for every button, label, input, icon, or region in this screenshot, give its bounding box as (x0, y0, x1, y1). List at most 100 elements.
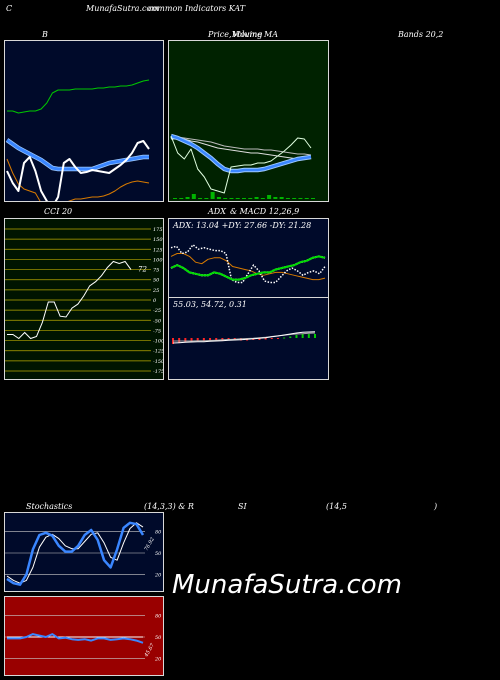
macd-title: & MACD 12,26,9 (230, 207, 300, 216)
stoch-tick-label: 20 (154, 573, 162, 579)
rsi-tick-label: 20 (154, 657, 162, 663)
price-panel (168, 40, 329, 202)
cci-tick-label: -125 (153, 349, 163, 355)
volume-bar (223, 198, 228, 199)
stoch-tick-label: 50 (155, 551, 162, 557)
volume-bar (285, 198, 290, 199)
volume-bar (292, 198, 297, 199)
volume-bar (210, 192, 215, 199)
stochastics-panel: 80 50 20 76.92 (4, 512, 164, 592)
macd-histogram-bar (289, 336, 292, 338)
price-title: Price, (208, 30, 232, 39)
cci-tick-label: 100 (153, 257, 163, 263)
adx-title: ADX (208, 207, 226, 216)
cci-tick-label: 175 (153, 227, 163, 233)
macd-histogram-bar (190, 338, 193, 341)
cci-title: CCI 20 (44, 207, 73, 216)
stoch-title-mid: (14,3,3) & R (144, 502, 194, 511)
volume-bar (304, 198, 309, 199)
volume-bar (273, 197, 278, 199)
adx-chart (170, 244, 326, 284)
cci-panel: 175 150 125 100 75 50 25 0 -25 -50 -75 -100 -125 -150… (4, 218, 164, 380)
watermark: MunafaSutra.com (172, 570, 403, 600)
stoch-tick-label: 80 (155, 529, 162, 535)
macd-histogram-bar (264, 338, 267, 340)
volume-bar (185, 197, 190, 199)
volume-bar (279, 197, 284, 199)
price-title-ma: MA (264, 30, 278, 39)
volume-bar (254, 197, 259, 199)
cci-last-value-label: 72 (138, 266, 147, 274)
cci-tick-label: -25 (153, 308, 161, 314)
volume-bar (216, 197, 221, 199)
volume-bar (173, 198, 177, 199)
volume-bar (242, 198, 246, 199)
header-subtitle: common Indicators KAT (148, 4, 246, 13)
cci-tick-label: -50 (153, 318, 162, 324)
cci-line (7, 260, 132, 340)
rsi-title-end: ) (434, 502, 438, 511)
rsi-line (7, 633, 144, 644)
volume-bar (267, 195, 272, 199)
macd-histogram-bar (184, 338, 187, 342)
stochastics-chart: 80 50 20 76.92 (5, 521, 162, 586)
bb-upper-band-line (7, 79, 150, 114)
macd-histogram-bar (258, 338, 261, 340)
stoch-value-label: 76.92 (144, 537, 156, 552)
rsi-tick-label: 50 (155, 635, 162, 641)
price-ma-chart (170, 133, 315, 199)
header-c-label: C (6, 4, 13, 13)
bb-title: B (42, 30, 48, 39)
macd-histogram-bar (295, 335, 298, 338)
volume-bar (204, 198, 209, 199)
cci-tick-label: -175 (153, 369, 163, 375)
minus-di-line (170, 244, 326, 284)
header-site-title: MunafaSutra.com (86, 4, 159, 13)
macd-histogram-bar (196, 338, 199, 341)
cci-tick-label: 125 (153, 247, 163, 253)
macd-histogram-bar (202, 338, 205, 341)
volume-bar (260, 198, 265, 199)
volume-bar (235, 198, 240, 199)
macd-histogram-bar (301, 334, 304, 338)
bb-middle-band-line (6, 138, 149, 171)
price-title-mid: Moving (232, 30, 263, 39)
macd-readout: 55.03, 54.72, 0.31 (173, 300, 247, 309)
macd-line (172, 331, 316, 344)
cci-tick-label: 50 (153, 278, 160, 284)
bollinger-chart (5, 79, 150, 201)
volume-bar (179, 198, 184, 199)
volume-bar (311, 198, 315, 199)
macd-histogram-bar (209, 338, 212, 341)
macd-histogram-bar (314, 334, 316, 338)
rsi-panel: 80 50 20 45.67 (4, 596, 164, 676)
adx-readout: ADX: 13.04 +DY: 27.66 -DY: 21.28 (173, 221, 312, 230)
bb-title-right: Bands 20,2 (398, 30, 444, 39)
macd-histogram-bar (283, 337, 286, 339)
adx-panel: ADX: 13.04 +DY: 27.66 -DY: 21.28 (168, 218, 329, 298)
plus-di-color-line (170, 255, 326, 281)
macd-panel: 55.03, 54.72, 0.31 (168, 297, 329, 380)
rsi-title: SI (238, 502, 247, 511)
cci-tick-label: -75 (153, 328, 161, 334)
ma-mid-line (170, 136, 312, 156)
macd-chart (172, 331, 316, 344)
cci-chart: 175 150 125 100 75 50 25 0 -25 -50 -75 -100 -125 -150… (5, 227, 163, 375)
macd-histogram-bar (270, 338, 273, 339)
price-close-line (170, 135, 312, 194)
price-title-volume: Volume (232, 30, 262, 39)
volume-bar (248, 198, 253, 199)
stoch-k-line (6, 521, 145, 586)
volume-bar (298, 198, 303, 199)
macd-histogram-bar (276, 338, 279, 339)
cci-tick-label: 150 (153, 237, 163, 243)
ma-short-line (170, 134, 312, 173)
macd-signal-line (173, 332, 316, 342)
bb-lower-band-line (6, 158, 150, 201)
macd-histogram-bar (221, 338, 224, 341)
bb-price-line (6, 140, 150, 201)
rsi-title-right: (14,5 (326, 502, 347, 511)
volume-bar (191, 194, 196, 199)
